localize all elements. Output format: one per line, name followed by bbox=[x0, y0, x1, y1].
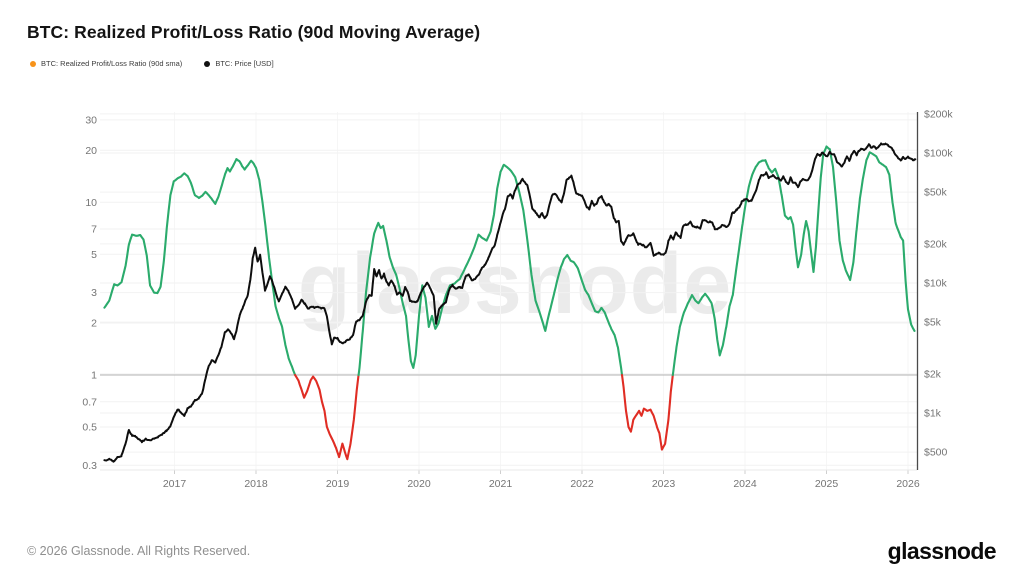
x-axis-tick-label: 2022 bbox=[570, 478, 594, 490]
legend-item-ratio[interactable]: BTC: Realized Profit/Loss Ratio (90d sma… bbox=[30, 59, 182, 68]
ratio-line-loss-segment bbox=[294, 373, 360, 461]
right-axis-tick-label: $500 bbox=[924, 447, 948, 459]
x-axis-tick-label: 2026 bbox=[896, 478, 920, 490]
left-axis-tick-label: 3 bbox=[91, 287, 97, 299]
left-axis-tick-label: 0.5 bbox=[82, 421, 97, 433]
legend-label-price: BTC: Price [USD] bbox=[215, 59, 274, 68]
ratio-line-profit-segment bbox=[357, 163, 624, 377]
left-axis-tick-label: 20 bbox=[85, 145, 97, 157]
right-axis-tick-label: $50k bbox=[924, 187, 948, 199]
glassnode-logo: glassnode bbox=[887, 538, 997, 564]
price-line bbox=[103, 142, 917, 463]
copyright-text: © 2026 Glassnode. All Rights Reserved. bbox=[27, 544, 251, 558]
right-axis-tick-label: $100k bbox=[924, 148, 953, 160]
left-axis-tick-label: 5 bbox=[91, 249, 97, 261]
x-axis-tick-label: 2024 bbox=[733, 478, 757, 490]
legend-label-ratio: BTC: Realized Profit/Loss Ratio (90d sma… bbox=[41, 59, 183, 68]
ratio-series-dot-icon bbox=[30, 60, 36, 67]
legend-item-price[interactable]: BTC: Price [USD] bbox=[204, 59, 274, 68]
left-axis-tick-label: 1 bbox=[91, 370, 97, 382]
price-series-dot-icon bbox=[204, 60, 211, 67]
right-axis-tick-label: $200k bbox=[924, 108, 953, 120]
left-axis-tick-label: 10 bbox=[85, 197, 97, 209]
right-axis-tick-label: $20k bbox=[924, 238, 948, 250]
x-axis-tick-label: 2025 bbox=[815, 478, 839, 490]
right-axis-tick-label: $1k bbox=[924, 408, 942, 420]
left-axis-tick-label: 2 bbox=[91, 318, 97, 330]
x-axis-tick-label: 2023 bbox=[652, 478, 676, 490]
x-axis-tick-label: 2018 bbox=[244, 478, 268, 490]
x-axis-tick-label: 2017 bbox=[163, 478, 187, 490]
chart-legend: BTC: Realized Profit/Loss Ratio (90d sma… bbox=[30, 59, 274, 68]
x-axis-tick-label: 2021 bbox=[489, 478, 513, 490]
left-axis-tick-label: 0.7 bbox=[82, 396, 97, 408]
x-axis-tick-label: 2020 bbox=[407, 478, 431, 490]
left-axis-tick-label: 7 bbox=[91, 224, 97, 236]
x-axis-tick-label: 2019 bbox=[326, 478, 350, 490]
ratio-line-profit-segment bbox=[671, 145, 916, 377]
right-axis-tick-label: $2k bbox=[924, 368, 942, 380]
left-axis-tick-label: 0.3 bbox=[82, 460, 97, 472]
right-axis-tick-label: $10k bbox=[924, 278, 948, 290]
page-title: BTC: Realized Profit/Loss Ratio (90d Mov… bbox=[27, 22, 481, 42]
ratio-line-profit-segment bbox=[103, 158, 297, 377]
ratio-line-loss-segment bbox=[620, 373, 674, 451]
left-axis-tick-label: 30 bbox=[85, 114, 97, 126]
right-axis-tick-label: $5k bbox=[924, 317, 942, 329]
